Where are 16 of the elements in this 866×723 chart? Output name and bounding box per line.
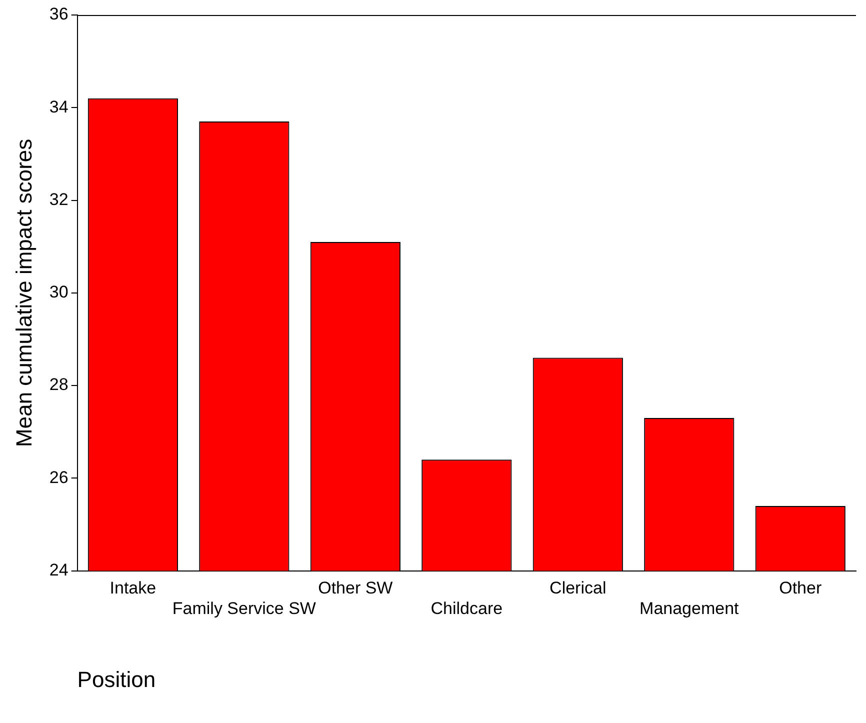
y-axis-title: Mean cumulative impact scores (11, 138, 36, 447)
y-tick-label: 26 (49, 468, 68, 487)
x-tick-label: Childcare (430, 599, 503, 618)
y-tick-label: 36 (49, 4, 68, 24)
y-tick-label: 34 (49, 97, 68, 116)
y-tick-label: 32 (49, 190, 68, 209)
y-tick-label: 28 (49, 375, 68, 394)
x-axis-title: Position (77, 666, 156, 692)
x-tick-label: Family Service SW (172, 599, 316, 618)
x-tick-label: Clerical (550, 578, 606, 598)
x-tick-label: Management (640, 599, 740, 618)
x-tick-label: Intake (110, 578, 156, 598)
x-tick-label: Other SW (318, 578, 393, 598)
x-tick-label: Other (779, 578, 822, 598)
y-tick-label: 24 (49, 560, 68, 580)
y-tick-label: 30 (49, 282, 68, 302)
